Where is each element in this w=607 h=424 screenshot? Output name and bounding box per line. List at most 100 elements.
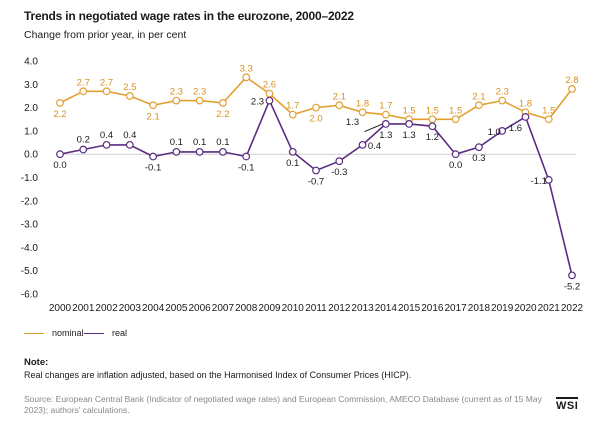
real-data-label: -0.3 — [331, 167, 347, 178]
data-point-nominal — [381, 110, 390, 119]
data-point-nominal — [428, 115, 437, 124]
real-data-label: 0.4 — [100, 130, 113, 141]
real-data-label: 2.3 — [251, 97, 264, 108]
data-point-nominal — [288, 110, 297, 119]
data-point-real — [265, 96, 274, 105]
data-point-nominal — [312, 103, 320, 112]
nominal-data-label: 1.5 — [402, 105, 415, 116]
x-tick-label: 2007 — [212, 303, 235, 314]
x-tick-label: 2022 — [561, 303, 584, 314]
data-point-real — [195, 147, 204, 156]
data-point-real — [358, 140, 367, 149]
data-point-nominal — [219, 99, 227, 107]
data-point-real — [102, 140, 111, 149]
data-point-real — [219, 147, 227, 156]
nominal-data-label: 2.2 — [53, 109, 66, 120]
real-data-label: -0.1 — [238, 163, 254, 174]
nominal-data-label: 1.5 — [542, 105, 555, 116]
nominal-data-label: 2.7 — [100, 77, 113, 88]
data-point-real — [242, 152, 251, 161]
y-tick-label: 3.0 — [24, 80, 38, 91]
x-tick-label: 2016 — [421, 303, 444, 314]
data-point-real — [288, 147, 297, 156]
data-point-real — [56, 150, 64, 159]
y-tick-label: 2.0 — [24, 103, 38, 114]
y-tick-label: -6.0 — [21, 290, 39, 301]
y-tick-label: -2.0 — [21, 196, 39, 207]
y-tick-label: 0.0 — [24, 150, 38, 161]
nominal-data-label: 2.3 — [496, 87, 509, 98]
data-point-nominal — [358, 108, 367, 117]
x-tick-label: 2019 — [491, 303, 514, 314]
source-text: Source: European Central Bank (Indicator… — [24, 394, 542, 415]
data-point-real — [568, 271, 576, 280]
x-tick-label: 2018 — [468, 303, 491, 314]
note-heading: Note: — [24, 357, 49, 368]
data-point-nominal — [242, 73, 251, 82]
data-point-nominal — [149, 101, 157, 110]
real-data-label: 0.1 — [216, 137, 229, 148]
data-point-nominal — [56, 99, 64, 107]
data-point-real — [312, 166, 320, 175]
nominal-data-label: 2.8 — [565, 75, 578, 86]
nominal-data-label: 2.7 — [77, 77, 90, 88]
y-tick-label: -5.0 — [21, 266, 39, 277]
data-point-nominal — [498, 96, 507, 105]
nominal-data-label: 1.7 — [286, 101, 299, 112]
real-data-label: 0.4 — [123, 130, 136, 141]
x-tick-label: 2004 — [142, 303, 165, 314]
data-point-nominal — [102, 87, 111, 96]
x-tick-label: 2014 — [375, 303, 398, 314]
legend-real-label: real — [112, 328, 128, 338]
x-tick-label: 2015 — [398, 303, 421, 314]
real-data-label: 0.1 — [193, 137, 206, 148]
real-data-label: 1.2 — [426, 132, 439, 143]
y-tick-label: 1.0 — [24, 126, 38, 137]
x-tick-label: 2002 — [95, 303, 118, 314]
x-tick-label: 2010 — [282, 303, 305, 314]
annotation-pointer — [364, 123, 384, 133]
data-point-real — [149, 152, 157, 161]
annotation-label: 1.3 — [346, 117, 359, 128]
data-point-real — [79, 145, 88, 154]
real-data-label: -0.1 — [145, 163, 161, 174]
x-tick-label: 2006 — [189, 303, 212, 314]
data-point-real — [405, 120, 413, 128]
data-point-real — [335, 157, 344, 166]
x-tick-label: 2008 — [235, 303, 258, 314]
real-data-label: -5.2 — [564, 281, 580, 292]
y-tick-label: -3.0 — [21, 220, 39, 231]
data-point-nominal — [195, 96, 204, 105]
nominal-data-label: 2.0 — [309, 114, 322, 125]
data-point-real — [381, 120, 390, 128]
x-tick-label: 2011 — [305, 303, 327, 314]
nominal-data-label: 2.1 — [472, 91, 485, 102]
legend-nominal-swatch — [24, 332, 44, 334]
x-tick-label: 2020 — [514, 303, 537, 314]
x-tick-label: 2013 — [351, 303, 374, 314]
data-point-real — [172, 147, 181, 156]
real-data-label: -1.1 — [531, 176, 547, 187]
data-point-nominal — [544, 115, 553, 124]
data-point-nominal — [172, 96, 181, 105]
real-data-label: 1.6 — [509, 123, 522, 134]
legend-nominal: nominal — [24, 328, 84, 338]
chart-subtitle: Change from prior year, in per cent — [24, 29, 187, 41]
data-point-nominal — [335, 101, 344, 110]
data-point-nominal — [475, 101, 483, 110]
x-tick-label: 2012 — [328, 303, 351, 314]
nominal-data-label: 1.8 — [519, 98, 532, 109]
x-tick-label: 2009 — [258, 303, 281, 314]
data-point-nominal — [451, 115, 460, 124]
x-tick-label: 2000 — [49, 303, 72, 314]
nominal-data-label: 2.6 — [263, 80, 276, 91]
real-data-label: 0.1 — [170, 137, 183, 148]
data-point-nominal — [568, 85, 576, 93]
nominal-data-label: 2.5 — [123, 82, 136, 93]
x-tick-label: 2003 — [119, 303, 142, 314]
x-tick-label: 2005 — [165, 303, 188, 314]
data-point-real — [498, 126, 507, 135]
note-text: Real changes are inflation adjusted, bas… — [24, 370, 412, 380]
real-data-label: 0.1 — [286, 158, 299, 169]
y-tick-label: -4.0 — [21, 243, 39, 254]
